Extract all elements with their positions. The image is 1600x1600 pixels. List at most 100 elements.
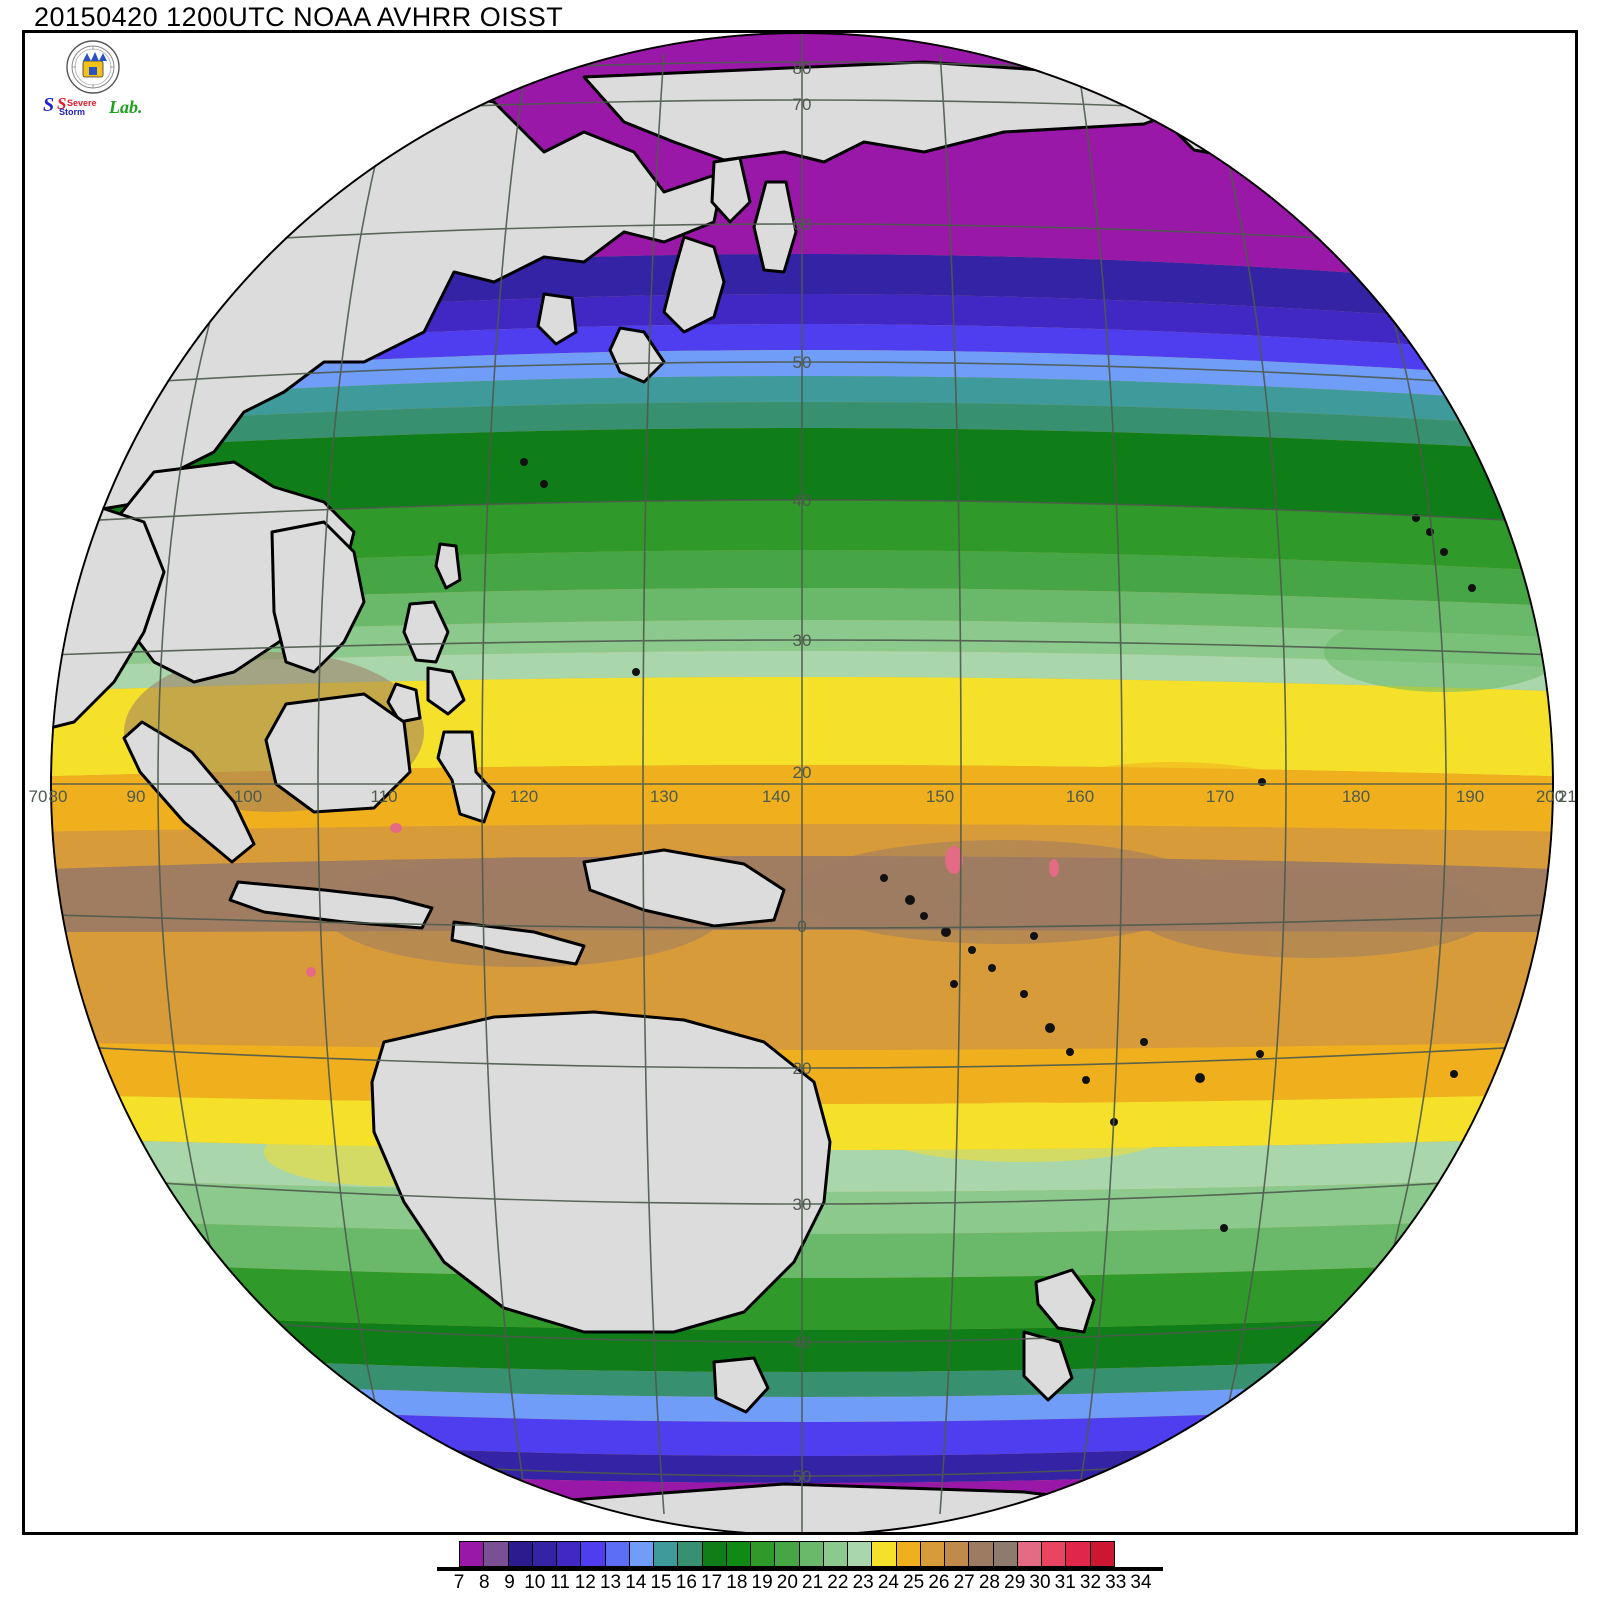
- colorbar-cell[interactable]: [750, 1541, 776, 1567]
- colorbar-cell[interactable]: [628, 1541, 654, 1567]
- colorbar-tick: 30: [1029, 1572, 1051, 1593]
- sst-texture: [124, 612, 1554, 1186]
- colorbar-tick: 21: [802, 1572, 824, 1593]
- svg-text:100: 100: [234, 787, 262, 806]
- colorbar-tick: 7: [453, 1572, 465, 1593]
- colorbar-cell[interactable]: [483, 1541, 509, 1567]
- lat-label-0: 0: [797, 917, 806, 936]
- lat-label-20s: 20: [793, 1059, 812, 1078]
- svg-text:70: 70: [29, 787, 48, 806]
- wordmark-s-red: S: [57, 94, 66, 113]
- colorbar-tick: 18: [726, 1572, 748, 1593]
- svg-text:130: 130: [650, 787, 678, 806]
- wordmark-s-blue: S: [43, 94, 54, 116]
- wordmark-severe: Severe: [67, 98, 97, 108]
- ocean-layer: [50, 33, 1554, 1532]
- colorbar-tick: 12: [574, 1572, 596, 1593]
- colorbar-tick: 15: [650, 1572, 672, 1593]
- colorbar-tick: 31: [1054, 1572, 1076, 1593]
- lat-label-50: 50: [793, 353, 812, 372]
- colorbar-cell[interactable]: [895, 1541, 921, 1567]
- colorbar-cell[interactable]: [677, 1541, 703, 1567]
- map-canvas[interactable]: 80 70 60 50 40 30 20 0 20 30 40 50: [25, 33, 1575, 1532]
- colorbar-cell[interactable]: [798, 1541, 824, 1567]
- colorbar-tick: 33: [1105, 1572, 1127, 1593]
- colorbar-tick: 20: [776, 1572, 798, 1593]
- colorbar-cell[interactable]: [968, 1541, 994, 1567]
- longitude-labels: 70 80 90 100 110 120 130 140 150 160 170…: [29, 787, 1575, 806]
- lat-label-60: 60: [793, 215, 812, 234]
- colorbar-cell[interactable]: [919, 1541, 945, 1567]
- lab-seal-icon: [66, 40, 120, 94]
- colorbar: 7 8 9 10 11 12 13 14 15 16 17 18 19 20 21 22 23 24 25 26 27 2…: [437, 1541, 1163, 1593]
- map-frame: 80 70 60 50 40 30 20 0 20 30 40 50: [22, 30, 1578, 1535]
- colorbar-cell[interactable]: [580, 1541, 606, 1567]
- colorbar-axis-line: [437, 1567, 1163, 1571]
- colorbar-cell[interactable]: [459, 1541, 485, 1567]
- colorbar-tick: 25: [903, 1572, 925, 1593]
- globe-projection: 80 70 60 50 40 30 20 0 20 30 40 50: [25, 33, 1575, 1532]
- colorbar-cell[interactable]: [1041, 1541, 1067, 1567]
- lat-label-20n: 20: [793, 763, 812, 782]
- severe-storm-lab-logo: S S Severe Storm Lab.: [43, 39, 147, 121]
- svg-text:80: 80: [49, 787, 68, 806]
- colorbar-cell[interactable]: [871, 1541, 897, 1567]
- lat-label-50s: 50: [793, 1467, 812, 1486]
- colorbar-cell[interactable]: [507, 1541, 533, 1567]
- colorbar-cell[interactable]: [604, 1541, 630, 1567]
- wordmark-storm: Storm: [59, 107, 85, 117]
- svg-text:150: 150: [926, 787, 954, 806]
- colorbar-cell[interactable]: [556, 1541, 582, 1567]
- svg-text:110: 110: [370, 787, 397, 806]
- colorbar-cell[interactable]: [1089, 1541, 1115, 1567]
- svg-text:90: 90: [127, 787, 146, 806]
- colorbar-tick: 23: [852, 1572, 874, 1593]
- colorbar-swatches[interactable]: [459, 1541, 1115, 1567]
- lat-label-70: 70: [793, 95, 812, 114]
- colorbar-tick: 16: [675, 1572, 697, 1593]
- colorbar-tick: 32: [1079, 1572, 1102, 1593]
- graticule-labels: 80 70 60 50 40 30 20 0 20 30 40 50: [793, 59, 812, 1486]
- colorbar-tick: 19: [751, 1572, 773, 1593]
- colorbar-cell[interactable]: [822, 1541, 848, 1567]
- colorbar-tick: 28: [978, 1572, 1000, 1593]
- colorbar-cell[interactable]: [701, 1541, 727, 1567]
- svg-text:140: 140: [762, 787, 790, 806]
- wordmark-lab: Lab.: [108, 97, 143, 117]
- colorbar-cell[interactable]: [944, 1541, 970, 1567]
- svg-text:210: 210: [1558, 787, 1575, 806]
- colorbar-tick: 22: [827, 1572, 849, 1593]
- colorbar-cell[interactable]: [774, 1541, 800, 1567]
- colorbar-cell[interactable]: [1016, 1541, 1042, 1567]
- colorbar-cell[interactable]: [725, 1541, 751, 1567]
- colorbar-cell[interactable]: [847, 1541, 873, 1567]
- page-title: 20150420 1200UTC NOAA AVHRR OISST: [34, 2, 564, 32]
- colorbar-tick: 10: [524, 1572, 546, 1593]
- lab-wordmark: S S Severe Storm Lab.: [43, 94, 143, 117]
- svg-text:160: 160: [1066, 787, 1094, 806]
- svg-text:120: 120: [510, 787, 538, 806]
- lat-label-30s: 30: [793, 1195, 812, 1214]
- svg-text:190: 190: [1456, 787, 1484, 806]
- colorbar-tick: 14: [625, 1572, 647, 1593]
- svg-text:180: 180: [1342, 787, 1370, 806]
- colorbar-cell[interactable]: [531, 1541, 557, 1567]
- island-dots: [520, 458, 1476, 1232]
- colorbar-tick-labels: 7 8 9 10 11 12 13 14 15 16 17 18 19 20 21 22 23 24 25 26 27 2…: [437, 1572, 1163, 1594]
- colorbar-tick: 24: [877, 1572, 899, 1593]
- colorbar-tick: 27: [953, 1572, 975, 1593]
- colorbar-tick: 13: [599, 1572, 622, 1593]
- colorbar-tick: 34: [1130, 1572, 1152, 1593]
- sst-extreme-spots: [306, 823, 1059, 977]
- svg-text:170: 170: [1206, 787, 1234, 806]
- lat-label-40: 40: [793, 491, 812, 510]
- colorbar-cell[interactable]: [1065, 1541, 1091, 1567]
- svg-text:200: 200: [1536, 787, 1564, 806]
- colorbar-tick: 9: [504, 1572, 515, 1593]
- colorbar-tick: 26: [928, 1572, 950, 1593]
- lat-label-40s: 40: [793, 1333, 812, 1352]
- colorbar-cell[interactable]: [653, 1541, 679, 1567]
- colorbar-cell[interactable]: [992, 1541, 1018, 1567]
- colorbar-tick: 29: [1004, 1572, 1026, 1593]
